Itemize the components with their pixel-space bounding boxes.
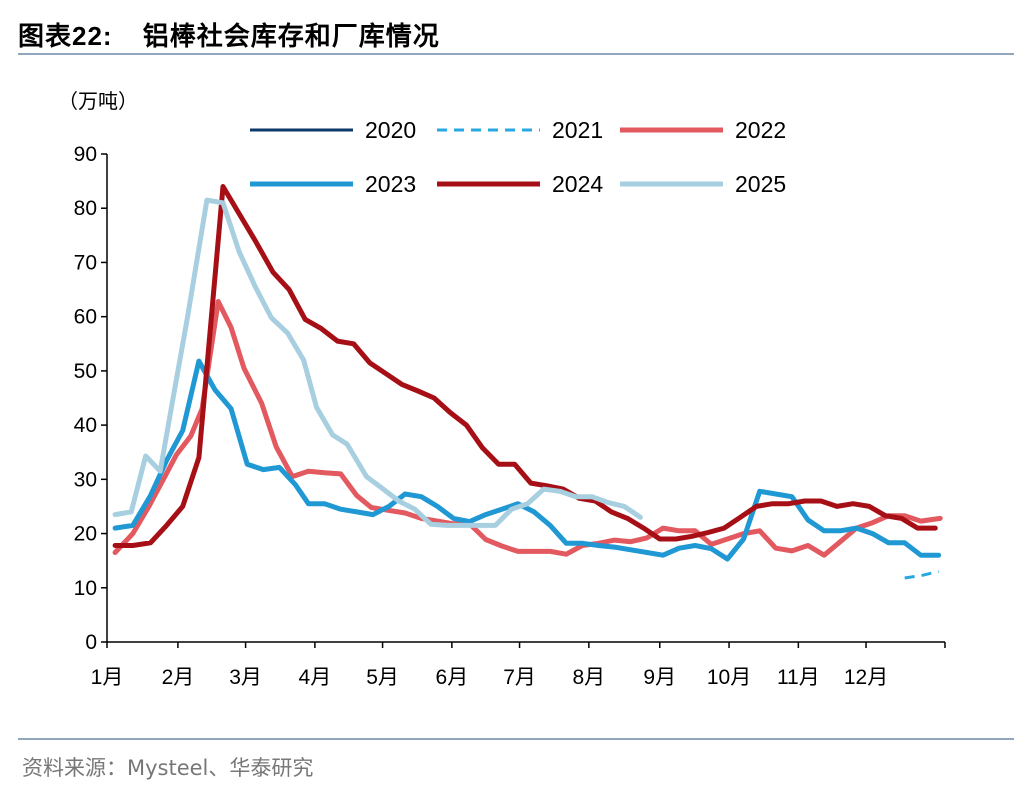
- x-tick-label: 1月: [91, 666, 124, 689]
- y-tick-label: 80: [74, 197, 97, 220]
- y-tick-label: 50: [74, 360, 97, 383]
- series-line-2025: [112, 197, 643, 528]
- legend-label-2024: 2024: [552, 171, 603, 197]
- footer-divider: [18, 738, 1014, 740]
- x-tick-label: 4月: [299, 666, 332, 689]
- x-tick-label: 10月: [707, 666, 751, 689]
- x-tick-label: 9月: [643, 666, 676, 689]
- y-tick-label: 10: [74, 577, 97, 600]
- y-axis-unit-label: （万吨）: [58, 89, 138, 113]
- title-divider: [18, 53, 1014, 55]
- series-line-2022: [112, 299, 943, 558]
- x-tick-label: 3月: [229, 666, 262, 689]
- y-tick-label: 40: [74, 414, 97, 437]
- x-tick-label: 12月: [844, 666, 888, 689]
- y-tick-label: 90: [74, 143, 97, 166]
- x-tick-label: 8月: [573, 666, 606, 689]
- y-tick-label: 60: [74, 306, 97, 329]
- figure-title-text: 铝棒社会库存和厂库情况: [142, 22, 440, 52]
- x-tick-label: 6月: [436, 666, 469, 689]
- legend-label-2020: 2020: [365, 117, 416, 143]
- series-line-2021: [904, 570, 939, 580]
- x-tick-label: 7月: [503, 666, 536, 689]
- legend-label-2022: 2022: [735, 117, 786, 143]
- figure-number: 22:: [72, 21, 113, 51]
- x-tick-label: 2月: [162, 666, 195, 689]
- y-tick-label: 0: [85, 631, 97, 654]
- series-line-2024: [112, 184, 938, 548]
- legend-label-2025: 2025: [735, 171, 786, 197]
- x-tick-label: 11月: [777, 666, 820, 689]
- y-axis: 0 10 20 30 40 50 60 70 80 90: [74, 143, 108, 654]
- figure-label: 图表: [18, 22, 73, 52]
- series-lines: [112, 184, 943, 580]
- legend: 2020 2021 2022 2023 2024 2025: [250, 117, 786, 197]
- figure-title: 图表22: 铝棒社会库存和厂库情况: [18, 16, 440, 53]
- series-line-2023: [112, 358, 942, 562]
- x-tick-label: 5月: [366, 666, 399, 689]
- y-tick-label: 20: [74, 523, 97, 546]
- x-axis: 1月 2月 3月 4月 5月 6月 7月 8月 9月 10月 11月 12月: [91, 641, 946, 689]
- legend-label-2023: 2023: [365, 171, 416, 197]
- legend-label-2021: 2021: [552, 117, 603, 143]
- source-note: 资料来源：Mysteel、华泰研究: [22, 756, 314, 780]
- y-tick-label: 70: [74, 251, 97, 274]
- y-tick-label: 30: [74, 468, 97, 491]
